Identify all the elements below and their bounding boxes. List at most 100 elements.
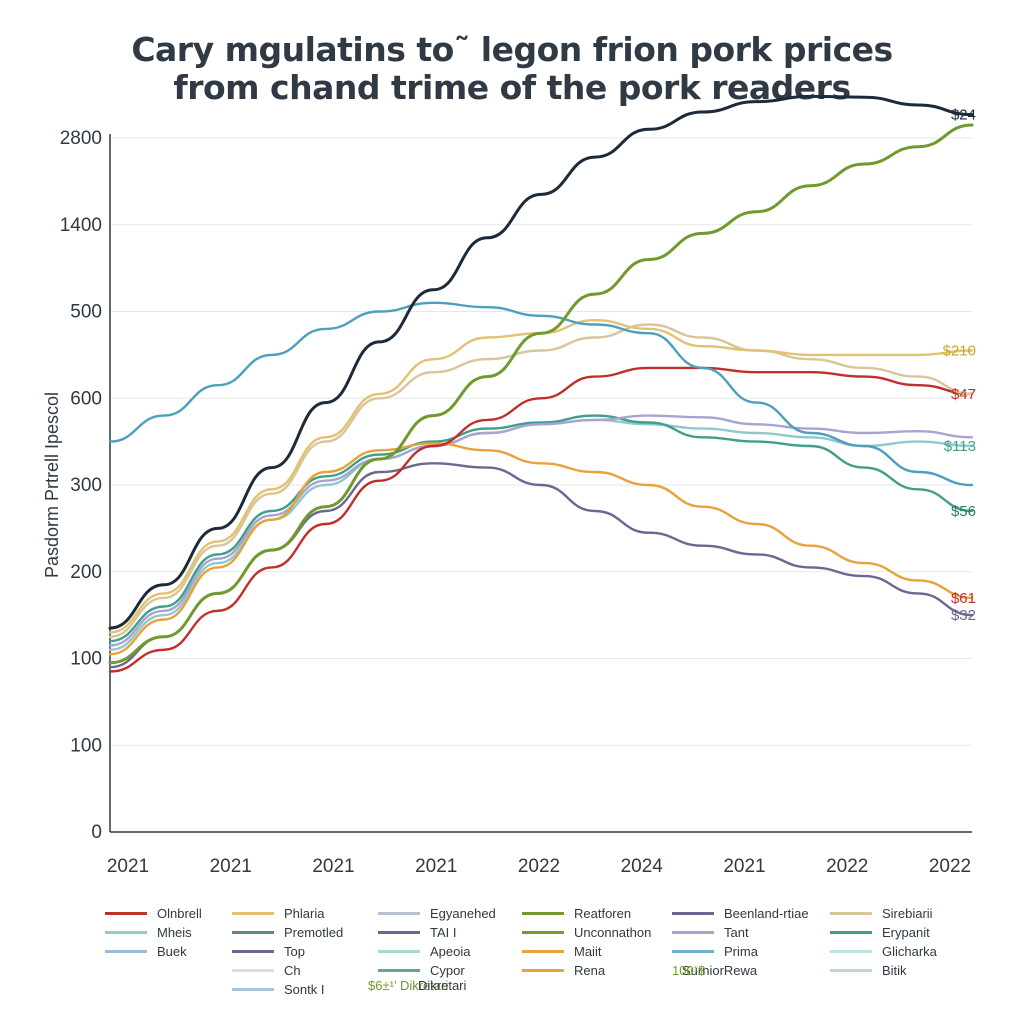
x-tick-label: 2021 [415,856,457,877]
x-tick-label: 2022 [826,856,868,877]
legend-item: Glicharka [830,942,937,960]
series-line-navy [108,94,974,630]
y-tick-label: 1400 [60,215,102,236]
legend-label: Glicharka [882,943,937,959]
legend-swatch [105,949,147,953]
legend-label: Egyanehed [430,905,496,921]
legend-label: Sirebiarii [882,905,933,921]
legend-label: Buek [157,943,187,959]
x-tick-label: 2021 [107,856,149,877]
series-line-erypanit [108,414,974,643]
legend-swatch [830,968,872,972]
legend-item: Beenland-rtiae [672,904,809,922]
legend-swatch [105,911,147,915]
end-label-phlaria: $210 [943,343,976,360]
legend-label: Beenland-rtiae [724,905,809,921]
legend-label: Reatforen [574,905,632,921]
legend-item: Prima [672,942,758,960]
legend-label: Top [284,943,305,959]
series-line-maiit [108,442,974,656]
legend-item: Tant [672,923,749,941]
legend-label: Cypor [430,962,465,978]
legend-swatch [378,949,420,953]
y-tick-labels: 2800 1400 500 600 300 200 100 100 0 [60,128,102,843]
legend-prefix-text: $6±¹’ Dikretari [368,977,449,993]
legend-item: Mheis [105,923,192,941]
series-line-prima [108,301,974,487]
end-label-glicharka: $113 [944,438,976,455]
legend-item: Erypanit [830,923,930,941]
axes [109,134,972,833]
y-tick-label: 100 [70,649,102,670]
x-tick-label: 2021 [312,856,354,877]
y-tick-label: 2800 [60,128,102,149]
end-label-olnbrell: $47 [951,386,976,403]
legend-label: Sontk I [284,981,325,997]
legend-item: Premotled [232,923,343,941]
legend-swatch [522,911,564,915]
legend-item: Bitik [830,961,907,979]
legend-extra-label: Dikretari [418,977,467,993]
y-tick-label: 0 [91,822,102,843]
legend-item: Olnbrell [105,904,202,922]
legend-label: Bitik [882,962,907,978]
legend-swatch [232,987,274,991]
legend-swatch [378,930,420,934]
legend-label: Ch [284,962,301,978]
legend-swatch [830,930,872,934]
legend-swatch [522,968,564,972]
legend-item: Unconnathon [522,923,651,941]
x-tick-labels: 2021 2021 2021 2021 2022 2024 2021 2022 2022 [107,856,971,877]
legend-label: Olnbrell [157,905,202,921]
legend-label: Maiit [574,943,602,959]
legend-label: Prima [724,943,758,959]
legend-item: Rena [522,961,605,979]
legend-swatch [672,949,714,953]
grid [110,137,972,833]
legend-item: Top [232,942,305,960]
x-tick-label: 2022 [518,856,560,877]
series-line-sirebiarii [108,323,974,638]
x-tick-label: 2021 [210,856,252,877]
chart-title-line2: from chand trime of the pork readers [173,68,851,107]
series-line-unconnathon [108,123,974,665]
legend-item: Ch [232,961,301,979]
end-label-maiit: $61 [951,590,976,607]
legend-item: Sontk I [232,980,324,998]
legend-item: SurniorRewa [672,961,757,979]
legend-label: SurniorRewa [682,962,758,978]
legend-swatch [830,911,872,915]
y-axis-label: Pasdorm Prtrell Ipescol [42,392,62,578]
legend-swatch [672,930,714,934]
legend-swatch [378,968,420,972]
legend-item: Cypor [378,961,465,979]
legend-swatch [522,949,564,953]
legend-item: Reatforen [522,904,631,922]
legend-label: Apeoia [430,943,471,959]
legend-swatch [232,968,274,972]
series-lines [108,94,974,673]
legend-swatch [672,911,714,915]
legend-label: Premotled [284,924,344,940]
series-line-glicharka [108,418,974,651]
end-labels: $24 $210 $47 $61$32 $56 $113 [943,107,976,625]
legend-swatch [830,949,872,953]
legend-item: Phlaria [232,904,324,922]
legend-swatch [378,911,420,915]
series-line-tant [108,414,974,647]
legend-label: Tant [724,924,749,940]
legend-label: Erypanit [882,924,930,940]
end-label-top: $32 [951,607,976,624]
legend-swatch [105,930,147,934]
chart-legend: Olnbrell Mheis Buek Phlaria Premotled Top Ch So… [0,900,1024,1010]
legend-label: Unconnathon [574,924,652,940]
series-line-olnbrell [108,366,974,673]
y-tick-label: 500 [70,302,102,323]
legend-prefix-text: 100¹$ [672,962,706,978]
x-tick-label: 2024 [621,856,664,877]
y-tick-label: 100 [70,735,102,756]
legend-label: Mheis [157,924,192,940]
legend-swatch [232,949,274,953]
end-label-erypanit: $56 [951,503,976,520]
